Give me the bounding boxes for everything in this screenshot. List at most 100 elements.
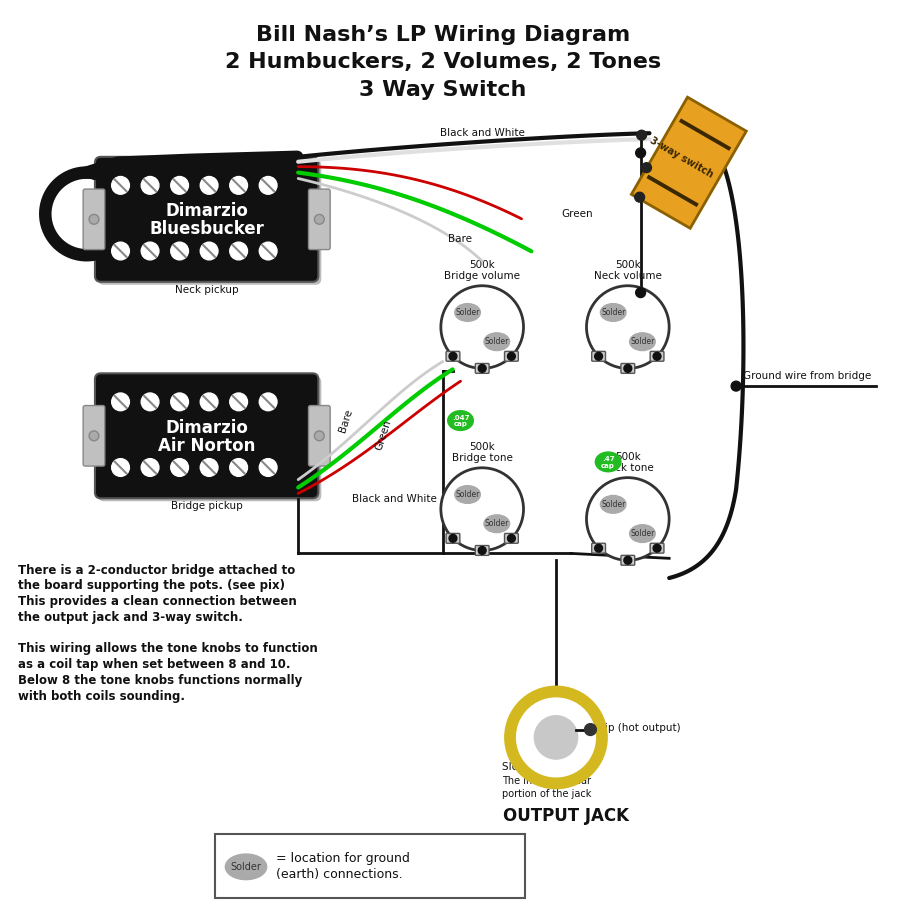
- Circle shape: [230, 242, 248, 260]
- Circle shape: [141, 459, 159, 476]
- FancyBboxPatch shape: [505, 351, 518, 361]
- Circle shape: [508, 534, 516, 542]
- Text: Bare: Bare: [448, 234, 472, 244]
- Circle shape: [653, 544, 661, 552]
- Text: 500k: 500k: [615, 260, 641, 270]
- Circle shape: [112, 177, 130, 194]
- Ellipse shape: [454, 304, 481, 321]
- Ellipse shape: [630, 525, 655, 542]
- Text: Neck volume: Neck volume: [594, 271, 662, 281]
- Circle shape: [635, 288, 645, 298]
- Ellipse shape: [600, 495, 626, 513]
- Circle shape: [259, 177, 277, 194]
- Ellipse shape: [630, 333, 655, 350]
- Text: Dimarzio: Dimarzio: [166, 202, 248, 220]
- Text: There is a 2-conductor bridge attached to: There is a 2-conductor bridge attached t…: [18, 563, 295, 577]
- FancyBboxPatch shape: [650, 543, 664, 553]
- Circle shape: [171, 242, 188, 260]
- Circle shape: [653, 352, 661, 360]
- Text: 500k: 500k: [469, 260, 495, 270]
- Circle shape: [587, 286, 670, 369]
- FancyBboxPatch shape: [591, 351, 606, 361]
- Circle shape: [449, 534, 457, 542]
- Text: (earth) connections.: (earth) connections.: [275, 868, 402, 881]
- Text: 2 Humbuckers, 2 Volumes, 2 Tones: 2 Humbuckers, 2 Volumes, 2 Tones: [225, 53, 661, 73]
- Text: Air Norton: Air Norton: [158, 437, 256, 455]
- Circle shape: [141, 393, 159, 410]
- Text: Dimarzio: Dimarzio: [166, 419, 248, 437]
- Circle shape: [441, 286, 524, 369]
- Circle shape: [230, 177, 248, 194]
- Circle shape: [636, 130, 646, 140]
- FancyBboxPatch shape: [83, 406, 104, 466]
- FancyBboxPatch shape: [475, 545, 489, 555]
- Circle shape: [624, 556, 632, 564]
- Text: 500k: 500k: [615, 452, 641, 462]
- Circle shape: [141, 242, 159, 260]
- Text: portion of the jack: portion of the jack: [502, 789, 591, 798]
- Circle shape: [505, 686, 608, 789]
- Text: Tip (hot output): Tip (hot output): [599, 723, 681, 733]
- FancyBboxPatch shape: [309, 406, 330, 466]
- FancyBboxPatch shape: [83, 189, 104, 249]
- Ellipse shape: [484, 515, 509, 532]
- Circle shape: [201, 393, 218, 410]
- Circle shape: [595, 352, 602, 360]
- Ellipse shape: [447, 410, 473, 430]
- FancyBboxPatch shape: [621, 555, 634, 565]
- Text: cap: cap: [454, 421, 467, 428]
- Circle shape: [478, 365, 486, 372]
- FancyBboxPatch shape: [621, 363, 634, 373]
- FancyBboxPatch shape: [95, 373, 319, 499]
- Circle shape: [624, 365, 632, 372]
- Ellipse shape: [596, 452, 621, 471]
- Circle shape: [634, 192, 644, 202]
- Text: Black and White: Black and White: [440, 128, 525, 138]
- Text: the output jack and 3-way switch.: the output jack and 3-way switch.: [18, 611, 243, 624]
- Text: Bridge pickup: Bridge pickup: [171, 501, 242, 511]
- FancyBboxPatch shape: [446, 533, 460, 543]
- Circle shape: [201, 459, 218, 476]
- Text: as a coil tap when set between 8 and 10.: as a coil tap when set between 8 and 10.: [18, 658, 290, 671]
- Text: OUTPUT JACK: OUTPUT JACK: [503, 807, 629, 825]
- FancyBboxPatch shape: [98, 160, 321, 285]
- Circle shape: [259, 393, 277, 410]
- Text: cap: cap: [601, 463, 615, 469]
- Text: 500k: 500k: [469, 442, 495, 452]
- Circle shape: [314, 431, 324, 440]
- FancyBboxPatch shape: [475, 363, 489, 373]
- Circle shape: [112, 393, 130, 410]
- Text: Ground wire from bridge: Ground wire from bridge: [743, 371, 871, 381]
- Circle shape: [171, 393, 188, 410]
- FancyBboxPatch shape: [95, 157, 319, 282]
- Text: .47: .47: [602, 456, 615, 462]
- FancyBboxPatch shape: [214, 834, 525, 898]
- Circle shape: [635, 148, 645, 157]
- Circle shape: [230, 459, 248, 476]
- Text: Green: Green: [561, 209, 592, 219]
- Text: Solder: Solder: [630, 529, 654, 538]
- Text: Solder: Solder: [630, 338, 654, 346]
- Circle shape: [259, 242, 277, 260]
- Text: 3 Way Switch: 3 Way Switch: [359, 80, 526, 100]
- Circle shape: [584, 723, 597, 735]
- Circle shape: [449, 352, 457, 360]
- Circle shape: [314, 215, 324, 224]
- Circle shape: [201, 242, 218, 260]
- Circle shape: [89, 431, 99, 440]
- Text: Bridge tone: Bridge tone: [452, 453, 513, 463]
- Text: Solder: Solder: [455, 490, 480, 499]
- Text: Bare: Bare: [338, 408, 355, 433]
- Text: Black and White: Black and White: [352, 494, 437, 504]
- Circle shape: [171, 459, 188, 476]
- Text: Green: Green: [374, 419, 393, 452]
- Text: This provides a clean connection between: This provides a clean connection between: [18, 595, 296, 608]
- Text: Solder: Solder: [484, 520, 509, 528]
- Text: Bluesbucker: Bluesbucker: [149, 220, 264, 238]
- Circle shape: [517, 698, 596, 777]
- Circle shape: [508, 352, 516, 360]
- FancyBboxPatch shape: [309, 189, 330, 249]
- Text: This wiring allows the tone knobs to function: This wiring allows the tone knobs to fun…: [18, 642, 318, 655]
- Text: Below 8 the tone knobs functions normally: Below 8 the tone knobs functions normall…: [18, 673, 302, 687]
- FancyBboxPatch shape: [446, 351, 460, 361]
